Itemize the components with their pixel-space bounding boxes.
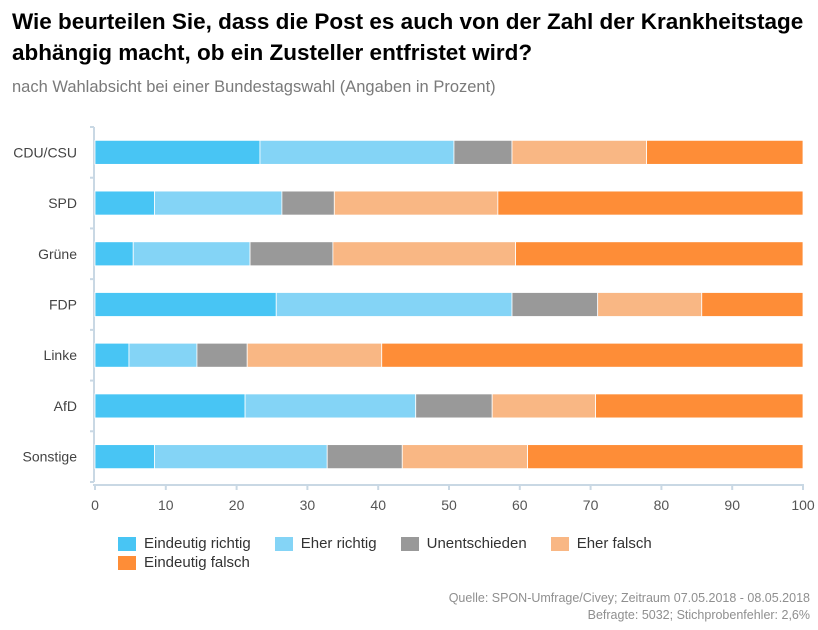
x-tick-label: 50	[441, 497, 457, 513]
bar-segment	[401, 444, 528, 470]
legend-label: Eindeutig richtig	[144, 535, 251, 552]
legend-swatch	[550, 536, 569, 551]
bar-segment	[333, 190, 499, 216]
bar-segment	[246, 342, 383, 368]
category-label: Sonstige	[23, 449, 78, 465]
legend-label: Eher richtig	[300, 535, 377, 552]
legend-label: Unentschieden	[426, 535, 527, 552]
axis-layer	[90, 126, 804, 490]
legend-label: Eindeutig falsch	[144, 554, 250, 571]
x-tick-label: 100	[791, 497, 815, 513]
bar-segment	[154, 190, 283, 216]
bar-segment	[244, 393, 417, 419]
x-tick-label: 70	[583, 497, 599, 513]
bar-segment	[511, 292, 599, 317]
bar-segment	[597, 292, 703, 317]
source-line-1: Quelle: SPON-Umfrage/Civey; Zeitraum 07.…	[448, 591, 810, 605]
bar-segment	[527, 444, 804, 470]
bar-segment	[497, 190, 804, 216]
legend-item: Eher richtig	[274, 535, 377, 552]
chart-subtitle: nach Wahlabsicht bei einer Bundestagswah…	[12, 78, 496, 96]
bar-segment	[249, 241, 334, 267]
bar-segment	[94, 139, 261, 165]
legend-item: Eindeutig richtig	[118, 535, 251, 552]
source-line-2: Befragte: 5032; Stichprobenfehler: 2,6%	[587, 608, 810, 622]
legend-item: Unentschieden	[400, 535, 527, 552]
bar-segment	[326, 444, 403, 470]
legend-swatch	[118, 536, 136, 551]
bar-segment	[94, 241, 134, 267]
category-label: SPD	[48, 195, 77, 211]
legend-item: Eher falsch	[550, 535, 652, 552]
chart-legend: Eindeutig richtig Eher richtig Unentschied…	[118, 535, 738, 571]
category-label: Grüne	[38, 246, 77, 262]
bar-segment	[154, 444, 328, 470]
bar-segment	[259, 139, 455, 165]
bar-segment	[196, 342, 248, 368]
bar-segment	[281, 190, 335, 216]
x-tick-label: 80	[654, 497, 670, 513]
bar-segment	[646, 139, 804, 165]
legend-swatch	[118, 555, 136, 570]
source-note: Quelle: SPON-Umfrage/Civey; Zeitraum 07.…	[449, 590, 810, 624]
bar-segment	[332, 241, 516, 267]
labels-layer: 0 10 20 30 40 50 60 70 80 90 100 CDU/CSU SPD Grüne FDP…	[13, 144, 815, 513]
bar-segment	[128, 342, 198, 368]
bar-segment	[453, 139, 513, 165]
x-tick-label: 30	[300, 497, 316, 513]
bar-segment	[595, 393, 804, 419]
bar-segment	[381, 342, 804, 368]
stacked-bar-chart: 0 10 20 30 40 50 60 70 80 90 100 CDU/CSU SPD Grüne FDP…	[13, 126, 815, 513]
bar-segment	[94, 393, 246, 419]
category-label: CDU/CSU	[13, 144, 77, 160]
bar-segment	[275, 292, 513, 317]
x-tick-label: 60	[512, 497, 528, 513]
category-label: FDP	[49, 297, 77, 313]
bar-segment	[511, 139, 647, 165]
x-tick-label: 20	[229, 497, 245, 513]
x-tick-label: 90	[724, 497, 740, 513]
bars-layer	[94, 139, 804, 470]
chart-title: Wie beurteilen Sie, dass die Post es auc…	[12, 9, 804, 65]
bar-segment	[94, 190, 155, 216]
bar-segment	[415, 393, 493, 419]
bar-segment	[515, 241, 804, 267]
bar-segment	[94, 342, 130, 368]
legend-label: Eher falsch	[576, 535, 652, 552]
x-tick-label: 40	[370, 497, 386, 513]
legend-swatch	[400, 536, 419, 551]
x-tick-label: 10	[158, 497, 174, 513]
bar-segment	[94, 292, 277, 317]
category-label: Linke	[44, 347, 78, 363]
x-tick-label: 0	[91, 497, 99, 513]
bar-segment	[132, 241, 251, 267]
bar-segment	[94, 444, 155, 470]
bar-segment	[491, 393, 596, 419]
category-label: AfD	[54, 398, 77, 414]
legend-swatch	[274, 536, 293, 551]
bar-segment	[701, 292, 804, 317]
legend-item: Eindeutig falsch	[118, 554, 250, 571]
